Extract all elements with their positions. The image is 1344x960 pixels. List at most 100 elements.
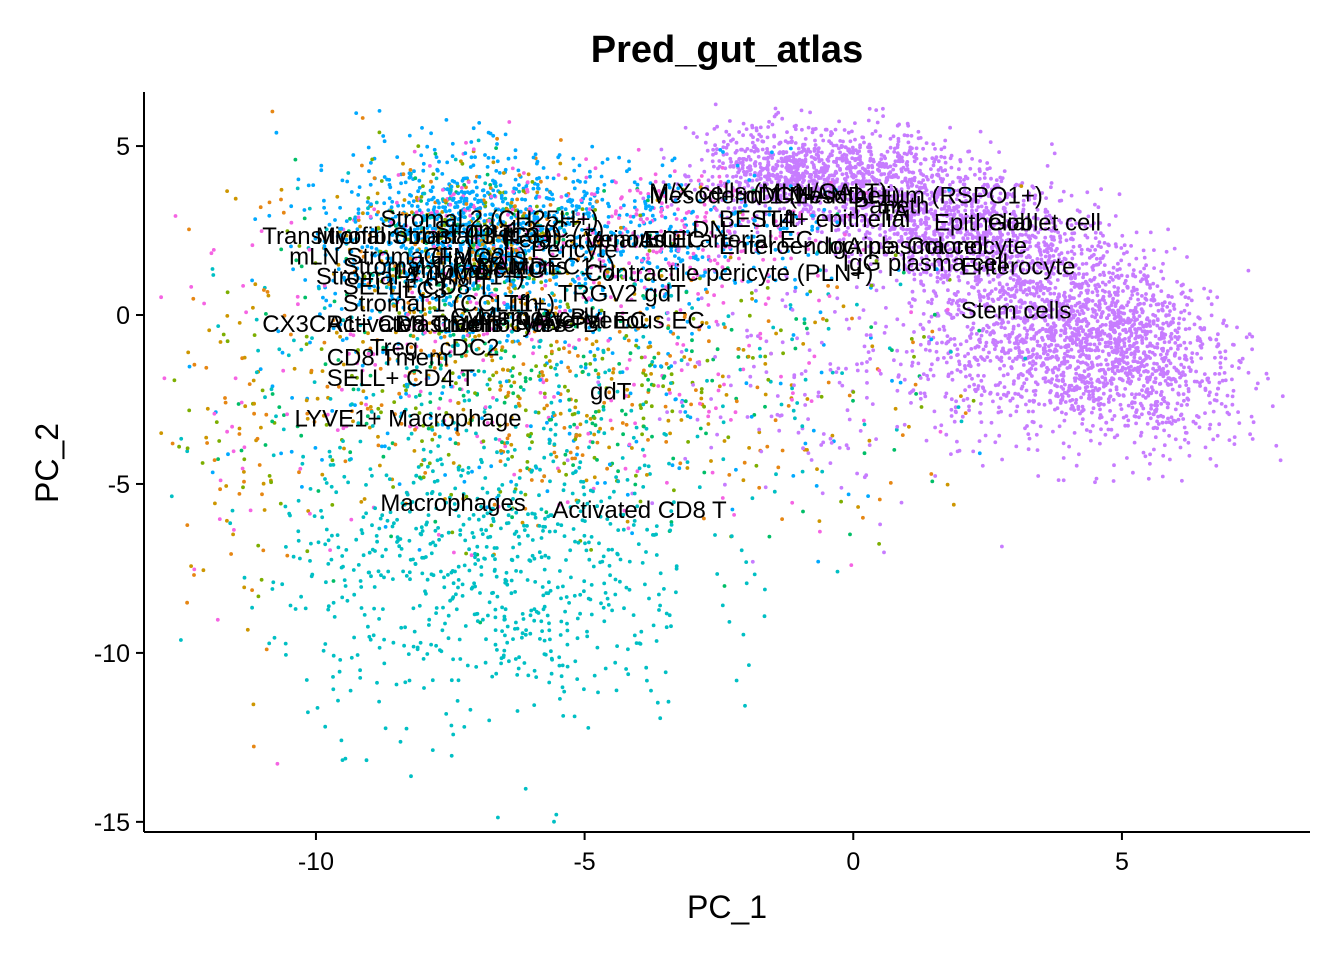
data-point bbox=[869, 152, 874, 157]
data-point bbox=[1043, 254, 1048, 259]
data-point bbox=[1055, 391, 1059, 396]
data-point bbox=[1247, 332, 1252, 337]
data-point bbox=[791, 151, 796, 156]
data-point bbox=[1113, 341, 1118, 345]
data-point bbox=[1043, 380, 1048, 384]
data-point bbox=[1160, 332, 1164, 337]
data-point bbox=[991, 340, 995, 345]
data-point bbox=[370, 157, 375, 162]
data-point bbox=[784, 196, 789, 201]
data-point bbox=[840, 154, 845, 158]
data-point bbox=[989, 331, 993, 335]
data-point bbox=[1032, 196, 1037, 201]
data-point bbox=[940, 250, 945, 255]
data-point bbox=[1026, 432, 1031, 436]
data-point bbox=[1086, 334, 1090, 339]
data-point bbox=[1089, 223, 1093, 228]
data-point bbox=[725, 174, 729, 178]
data-point bbox=[1084, 261, 1089, 266]
data-point bbox=[923, 347, 928, 352]
data-point bbox=[1097, 380, 1102, 384]
data-point bbox=[1007, 334, 1012, 339]
data-point bbox=[890, 175, 895, 180]
data-point bbox=[779, 170, 783, 175]
data-point bbox=[483, 181, 488, 186]
data-point bbox=[1111, 296, 1115, 301]
data-point bbox=[483, 153, 487, 157]
data-point bbox=[1102, 263, 1107, 267]
data-point bbox=[821, 170, 826, 175]
data-point bbox=[758, 125, 763, 130]
data-point bbox=[927, 319, 931, 324]
data-point bbox=[825, 239, 830, 243]
data-point bbox=[1121, 356, 1125, 360]
data-point bbox=[925, 261, 930, 265]
data-point bbox=[1207, 380, 1211, 385]
data-point bbox=[846, 130, 851, 135]
data-point bbox=[1033, 193, 1038, 198]
data-point bbox=[821, 161, 826, 166]
data-point bbox=[985, 256, 990, 260]
data-point bbox=[1132, 400, 1137, 405]
data-point bbox=[1049, 185, 1053, 190]
data-point bbox=[1173, 407, 1178, 412]
data-point bbox=[1213, 355, 1217, 360]
data-point bbox=[523, 197, 528, 202]
data-point bbox=[879, 157, 884, 162]
data-point bbox=[1173, 437, 1178, 442]
data-point bbox=[964, 220, 969, 225]
data-point bbox=[838, 191, 842, 195]
data-point bbox=[951, 298, 955, 303]
data-point bbox=[1171, 418, 1176, 423]
data-point bbox=[1064, 238, 1069, 243]
data-point bbox=[1179, 362, 1184, 367]
data-point bbox=[1123, 387, 1128, 391]
data-point bbox=[1101, 384, 1106, 389]
data-point bbox=[891, 134, 896, 139]
data-point bbox=[1176, 391, 1181, 396]
data-point bbox=[882, 187, 886, 192]
data-point bbox=[563, 176, 568, 181]
data-point bbox=[758, 161, 762, 166]
data-point bbox=[368, 182, 373, 187]
data-point bbox=[1181, 282, 1185, 287]
data-point bbox=[1231, 388, 1236, 393]
data-point bbox=[1141, 406, 1146, 411]
data-point bbox=[776, 196, 781, 201]
data-point bbox=[1011, 209, 1016, 214]
data-point bbox=[1166, 227, 1170, 232]
data-point bbox=[800, 127, 804, 132]
data-point bbox=[867, 244, 871, 249]
data-point bbox=[691, 131, 696, 136]
data-point bbox=[1159, 289, 1164, 293]
data-point bbox=[1101, 391, 1106, 396]
data-point bbox=[705, 148, 710, 153]
data-point bbox=[879, 172, 884, 177]
data-point bbox=[1112, 284, 1117, 289]
data-point bbox=[867, 217, 872, 222]
data-point bbox=[1138, 356, 1142, 361]
data-point bbox=[824, 268, 828, 273]
data-point bbox=[1117, 376, 1122, 381]
data-point bbox=[1046, 246, 1051, 251]
data-point bbox=[948, 217, 953, 221]
data-point bbox=[1087, 256, 1092, 260]
data-point bbox=[738, 192, 743, 196]
data-point bbox=[987, 224, 992, 229]
data-point bbox=[857, 149, 862, 154]
data-point bbox=[790, 187, 794, 192]
data-point bbox=[1057, 292, 1061, 297]
data-point bbox=[669, 203, 674, 207]
data-point bbox=[1129, 352, 1134, 357]
data-point bbox=[1059, 328, 1064, 333]
data-point bbox=[1208, 337, 1213, 342]
data-point bbox=[459, 196, 464, 201]
data-point bbox=[1112, 365, 1117, 369]
data-point bbox=[1185, 303, 1189, 307]
data-point bbox=[813, 170, 818, 175]
data-point bbox=[838, 139, 843, 143]
data-point bbox=[713, 143, 717, 148]
data-point bbox=[1185, 255, 1189, 259]
data-point bbox=[1142, 266, 1146, 271]
data-point bbox=[1125, 361, 1130, 365]
